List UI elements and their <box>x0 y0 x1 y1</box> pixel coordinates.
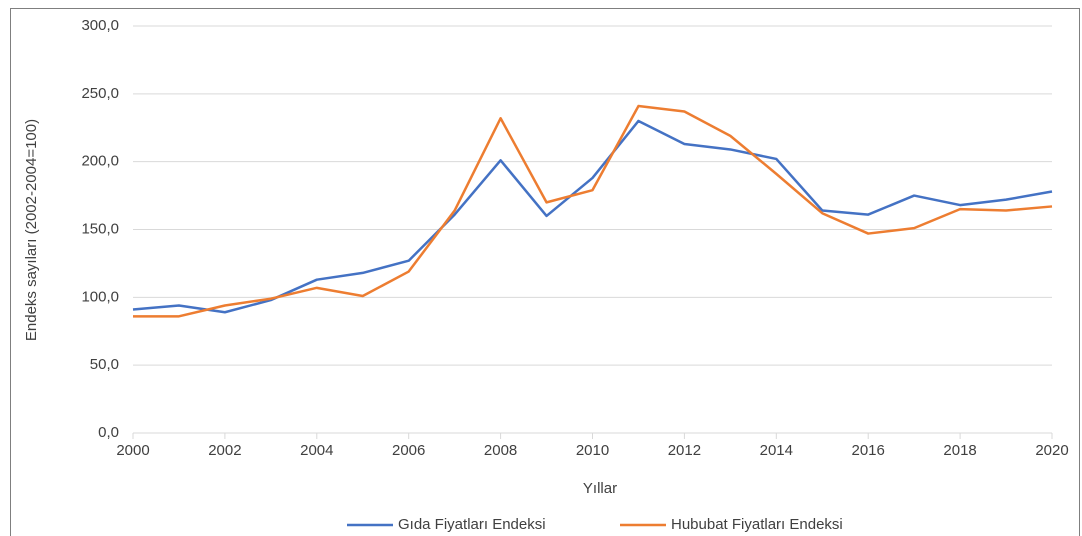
x-tick-label: 2018 <box>943 442 976 459</box>
legend-label: Hububat Fiyatları Endeksi <box>671 516 843 533</box>
y-axis-title: Endeks sayıları (2002-2004=100) <box>23 119 40 341</box>
x-tick-label: 2020 <box>1035 442 1068 459</box>
y-tick-label: 150,0 <box>81 220 119 237</box>
y-tick-label: 250,0 <box>81 85 119 102</box>
x-tick-label: 2008 <box>484 442 517 459</box>
series-line <box>132 119 1053 314</box>
y-tick-label: 50,0 <box>90 356 119 373</box>
x-tick-label: 2002 <box>208 442 241 459</box>
series-line <box>133 104 1053 318</box>
x-tick-label: 2010 <box>576 442 609 459</box>
x-tick-label: 2000 <box>116 442 149 459</box>
x-axis-title: Yıllar <box>583 480 617 497</box>
x-tick-label: 2006 <box>392 442 425 459</box>
x-tick-label: 2004 <box>300 442 333 459</box>
y-tick-label: 300,0 <box>81 17 119 34</box>
x-tick-label: 2014 <box>760 442 793 459</box>
y-tick-label: 200,0 <box>81 153 119 170</box>
chart-frame <box>10 8 1080 536</box>
y-tick-label: 0,0 <box>98 424 119 441</box>
x-tick-label: 2012 <box>668 442 701 459</box>
x-tick-label: 2016 <box>852 442 885 459</box>
legend-label: Gıda Fiyatları Endeksi <box>398 516 546 533</box>
y-tick-label: 100,0 <box>81 288 119 305</box>
